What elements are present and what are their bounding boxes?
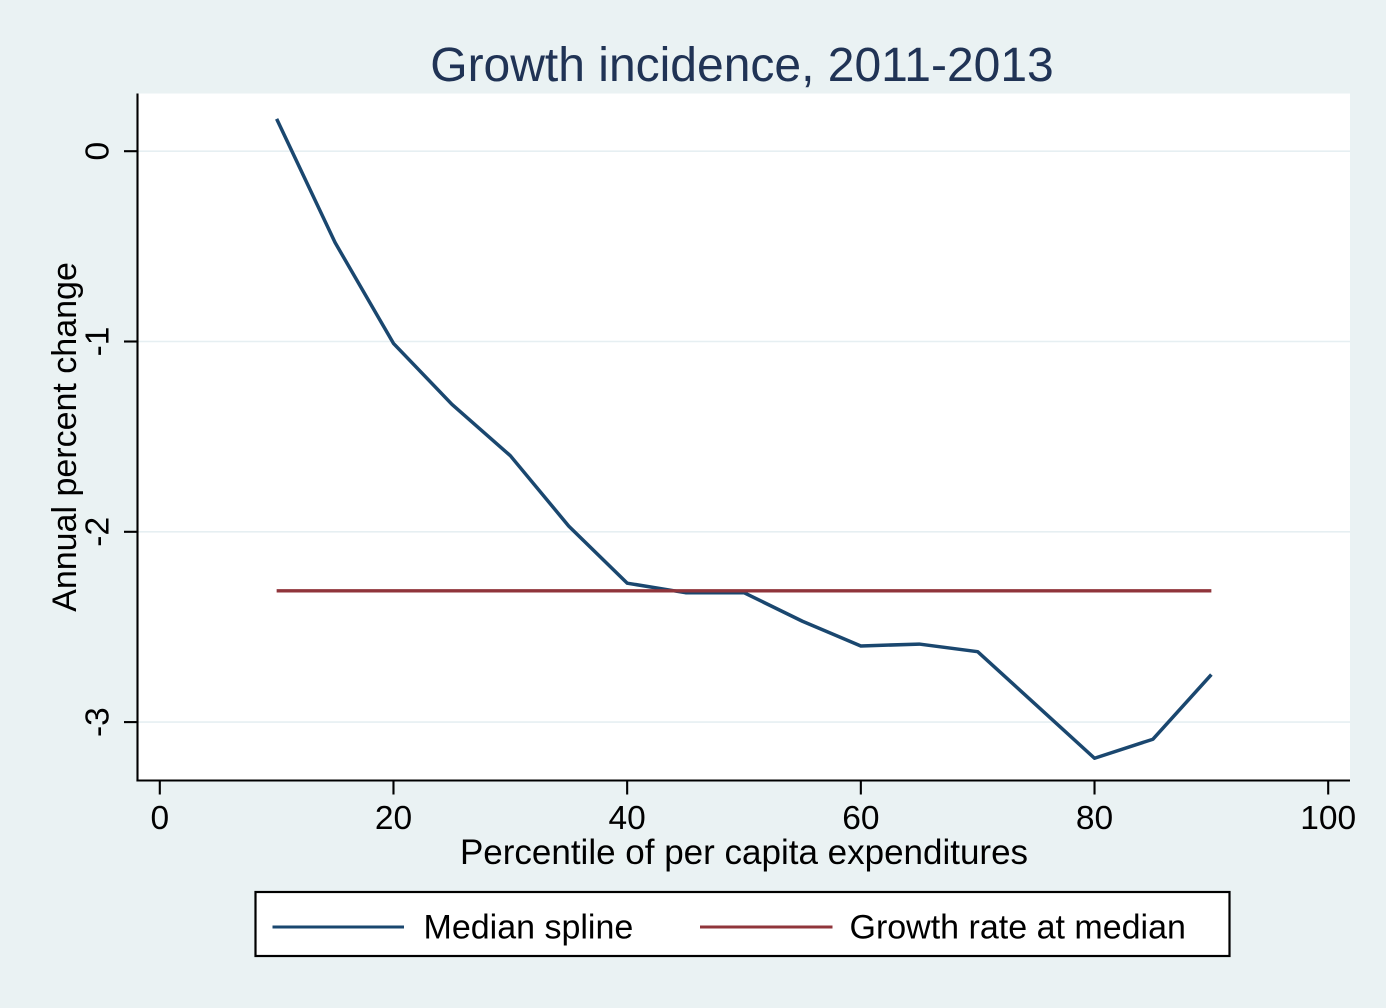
median-spline-line — [275, 118, 1213, 761]
x-axis-title: Percentile of per capita expenditures — [460, 833, 1028, 872]
x-axis-tick-labels: 0 20 40 60 80 100 — [150, 800, 1356, 837]
legend: Median spline Growth rate at median — [254, 890, 1231, 958]
y-axis-tick-labels: 0 -1 -2 -3 — [80, 142, 117, 737]
x-tick-label: 40 — [609, 800, 646, 837]
chart-title: Growth incidence, 2011-2013 — [430, 39, 1054, 92]
y-axis-ticks — [124, 150, 138, 724]
y-tick-label: -1 — [80, 327, 117, 357]
y-tick-label: -3 — [80, 707, 117, 737]
legend-box — [254, 890, 1231, 958]
plot-area — [137, 93, 1350, 781]
x-tick-label: 80 — [1076, 800, 1113, 837]
y-axis-title: Annual percent change — [46, 262, 84, 612]
x-tick-label: 100 — [1300, 800, 1356, 837]
y-tick-label: 0 — [80, 142, 117, 161]
x-tick-label: 0 — [150, 800, 169, 837]
gridlines — [138, 150, 1350, 723]
y-tick-label: -2 — [80, 517, 117, 547]
x-axis-ticks — [158, 780, 1330, 795]
legend-label-median-spline: Median spline — [424, 909, 634, 947]
x-tick-label: 60 — [842, 800, 879, 837]
x-tick-label: 20 — [375, 800, 412, 837]
legend-label-growth-rate-at-median: Growth rate at median — [850, 909, 1186, 947]
